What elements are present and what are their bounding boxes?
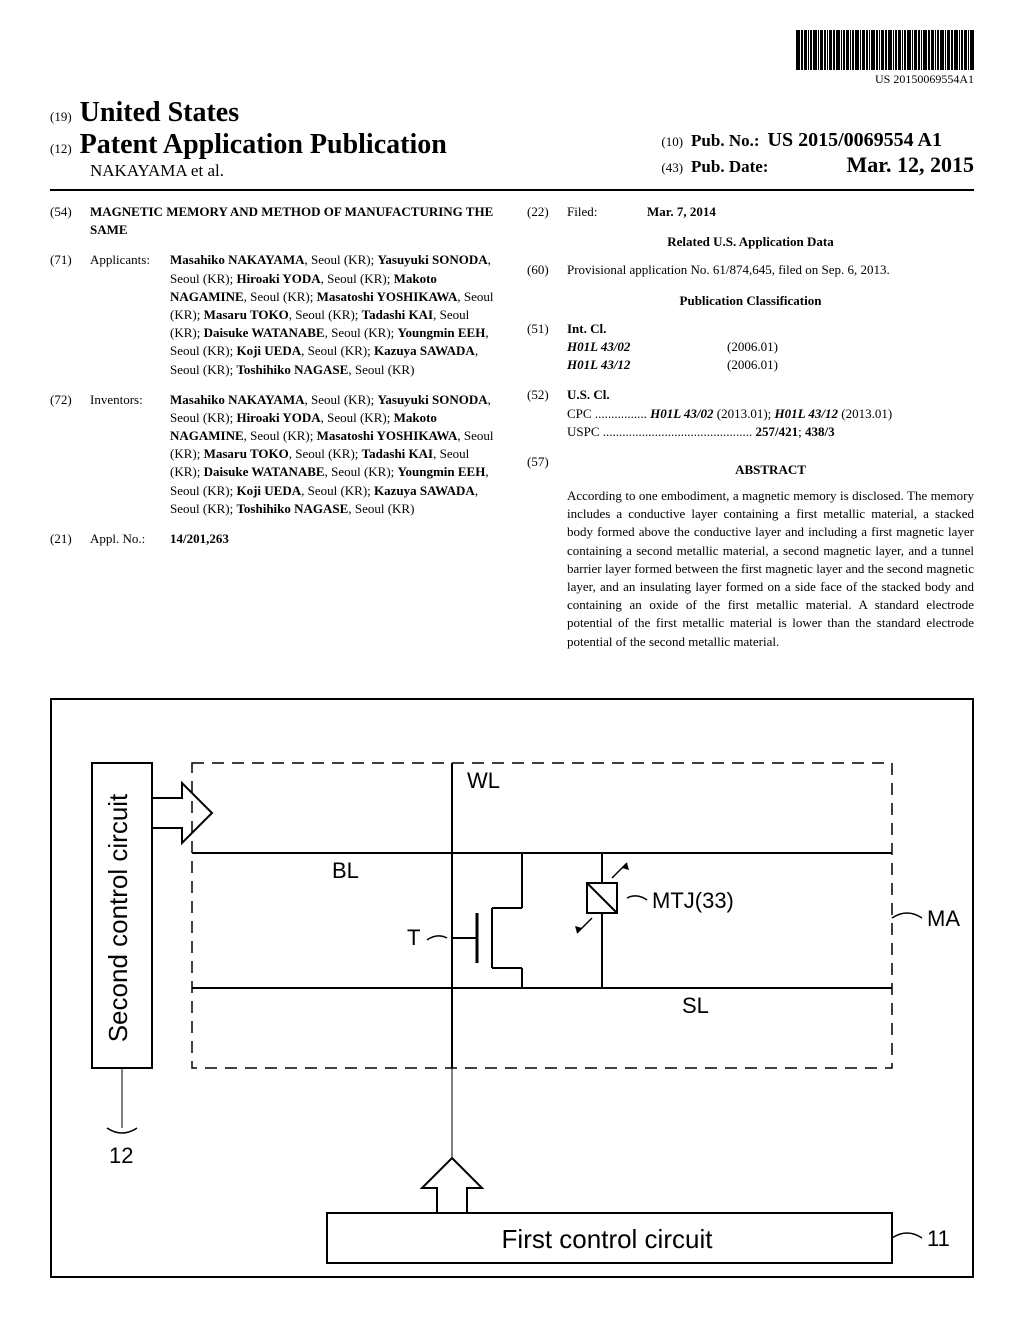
intcl-label: Int. Cl.	[567, 320, 974, 338]
uscl-block: U.S. Cl. CPC ................ H01L 43/02…	[567, 386, 974, 441]
filed-value: Mar. 7, 2014	[647, 203, 974, 221]
figure: Second control circuit First control cir…	[50, 698, 974, 1278]
priority-text: Provisional application No. 61/874,645, …	[567, 261, 974, 279]
barcode-section: US 20150069554A1	[50, 30, 974, 87]
header-divider	[50, 189, 974, 191]
inid-title: (54)	[50, 203, 90, 239]
applicants-label: Applicants:	[90, 251, 170, 378]
pub-date-value: Mar. 12, 2015	[846, 152, 974, 178]
pub-no-label: Pub. No.:	[691, 131, 759, 151]
inid-country: (19)	[50, 109, 72, 125]
inid-applno: (21)	[50, 530, 90, 548]
abstract-block: ABSTRACT According to one embodiment, a …	[567, 453, 974, 651]
second-ctrl-label: Second control circuit	[103, 793, 133, 1042]
inid-intcl: (51)	[527, 320, 567, 375]
intcl-1-code: H01L 43/12	[567, 356, 667, 374]
sl-label: SL	[682, 993, 709, 1018]
ma-label: MA	[927, 906, 960, 931]
t-label: T	[407, 925, 420, 950]
authors-et-al: NAKAYAMA et al.	[90, 161, 447, 181]
intcl-1-year: (2006.01)	[727, 356, 778, 374]
intcl-0-year: (2006.01)	[727, 338, 778, 356]
barcode	[796, 30, 974, 70]
intcl-block: Int. Cl. H01L 43/02 (2006.01) H01L 43/12 (…	[567, 320, 974, 375]
inid-pubno: (10)	[661, 134, 683, 150]
pub-no-value: US 2015/0069554 A1	[768, 129, 942, 152]
wl-label: WL	[467, 768, 500, 793]
header: (19) United States (12) Patent Applicati…	[50, 97, 974, 181]
related-data-title: Related U.S. Application Data	[527, 233, 974, 251]
pub-date-label: Pub. Date:	[691, 157, 768, 177]
country-title: United States	[80, 97, 239, 129]
inventors-label: Inventors:	[90, 391, 170, 518]
left-column: (54) MAGNETIC MEMORY AND METHOD OF MANUF…	[50, 203, 497, 663]
abstract-label: ABSTRACT	[567, 461, 974, 479]
abstract-text: According to one embodiment, a magnetic …	[567, 487, 974, 651]
circuit-diagram: Second control circuit First control cir…	[52, 700, 972, 1276]
inid-priority: (60)	[527, 261, 567, 279]
invention-title: MAGNETIC MEMORY AND METHOD OF MANUFACTUR…	[90, 203, 497, 239]
ref12-label: 12	[109, 1143, 133, 1168]
inid-pubdate: (43)	[661, 160, 683, 176]
right-column: (22) Filed: Mar. 7, 2014 Related U.S. Ap…	[527, 203, 974, 663]
intcl-0-code: H01L 43/02	[567, 338, 667, 356]
inventors-list: Masahiko NAKAYAMA, Seoul (KR); Yasuyuki …	[170, 391, 497, 518]
barcode-number: US 20150069554A1	[875, 72, 974, 87]
applicants-list: Masahiko NAKAYAMA, Seoul (KR); Yasuyuki …	[170, 251, 497, 378]
applno-value: 14/201,263	[170, 530, 497, 548]
classification-title: Publication Classification	[527, 292, 974, 310]
inid-abstract: (57)	[527, 453, 567, 651]
first-ctrl-label: First control circuit	[502, 1224, 714, 1254]
inid-doctype: (12)	[50, 141, 72, 157]
cpc-line: CPC ................ H01L 43/02 (2013.01…	[567, 405, 974, 423]
doc-type-title: Patent Application Publication	[80, 129, 447, 161]
filed-label: Filed:	[567, 203, 647, 221]
bl-label: BL	[332, 858, 359, 883]
ref11-label: 11	[927, 1226, 950, 1251]
inid-uscl: (52)	[527, 386, 567, 441]
inid-applicants: (71)	[50, 251, 90, 378]
uspc-line: USPC ...................................…	[567, 423, 974, 441]
biblio-columns: (54) MAGNETIC MEMORY AND METHOD OF MANUF…	[50, 203, 974, 663]
applno-label: Appl. No.:	[90, 530, 170, 548]
mtj-label: MTJ(33)	[652, 888, 734, 913]
inid-inventors: (72)	[50, 391, 90, 518]
inid-filed: (22)	[527, 203, 567, 221]
uscl-label: U.S. Cl.	[567, 386, 974, 404]
